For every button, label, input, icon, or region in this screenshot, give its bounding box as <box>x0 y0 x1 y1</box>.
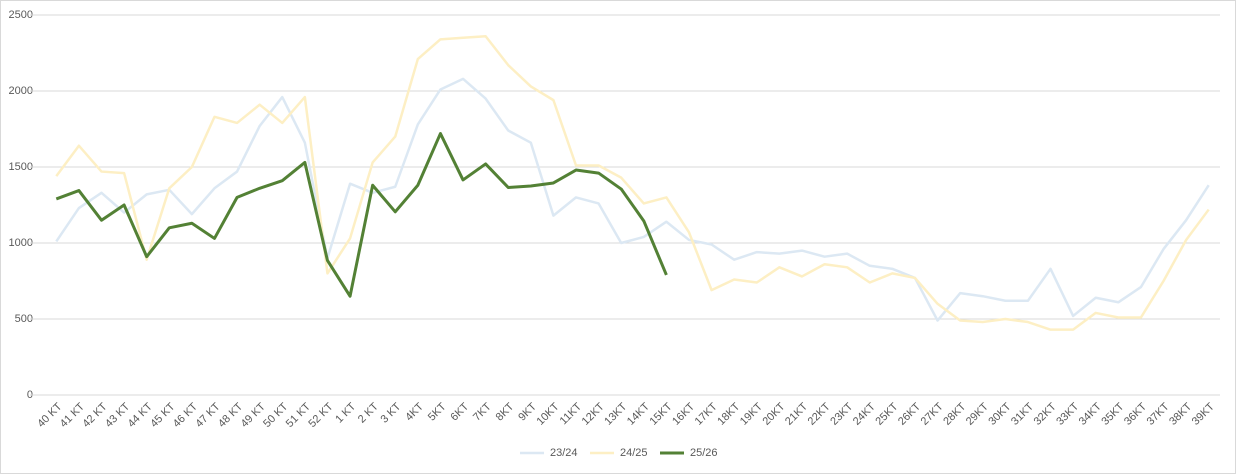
y-tick-label: 2500 <box>9 9 33 21</box>
legend-label: 24/25 <box>620 447 648 459</box>
series-line <box>55 132 668 298</box>
series-line <box>55 77 1210 322</box>
series-line <box>55 35 1210 331</box>
y-tick-label: 1000 <box>9 237 33 249</box>
y-tick-label: 500 <box>15 313 33 325</box>
y-tick-label: 1500 <box>9 161 33 173</box>
legend-label: 25/26 <box>690 447 718 459</box>
y-tick-label: 0 <box>27 389 33 401</box>
y-tick-label: 2000 <box>9 85 33 97</box>
legend-label: 23/24 <box>550 447 578 459</box>
